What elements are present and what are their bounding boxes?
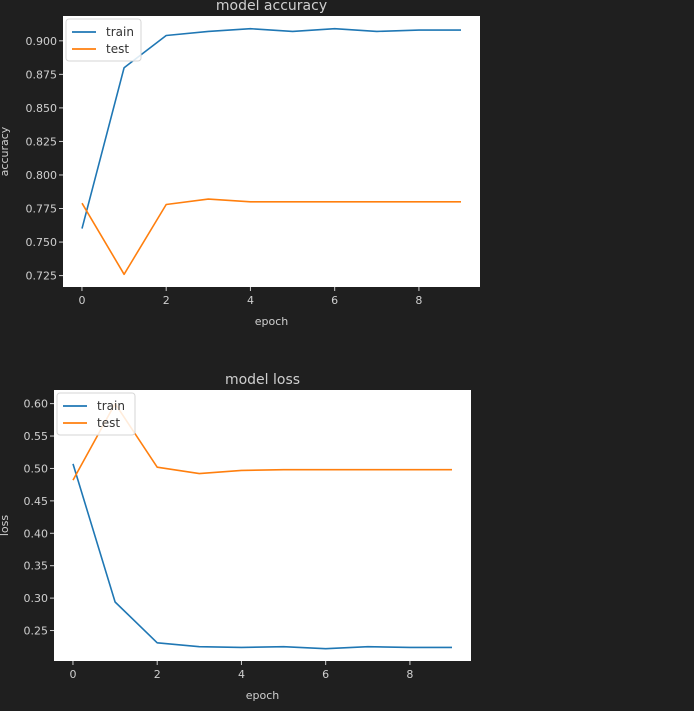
y-tick-label: 0.850 <box>26 102 58 115</box>
y-tick-label: 0.775 <box>26 203 58 216</box>
legend-box <box>56 392 136 436</box>
y-axis-label: loss <box>0 515 11 537</box>
x-tick-label: 4 <box>247 294 254 307</box>
y-axis-label: accuracy <box>0 126 11 176</box>
y-tick-label: 0.60 <box>24 398 49 411</box>
y-tick-label: 0.825 <box>26 135 58 148</box>
y-tick-label: 0.35 <box>24 560 49 573</box>
y-tick-label: 0.900 <box>26 35 58 48</box>
x-tick-label: 2 <box>163 294 170 307</box>
x-tick-label: 0 <box>69 668 76 681</box>
y-tick-label: 0.25 <box>24 625 49 638</box>
legend-label-test: test <box>97 416 120 430</box>
y-tick-label: 0.45 <box>24 495 49 508</box>
y-tick-label: 0.875 <box>26 68 58 81</box>
x-tick-label: 8 <box>406 668 413 681</box>
y-tick-label: 0.55 <box>24 430 49 443</box>
x-tick-label: 6 <box>331 294 338 307</box>
legend-label-train: train <box>97 399 125 413</box>
y-tick-label: 0.40 <box>24 527 49 540</box>
chart-title: model accuracy <box>216 0 327 14</box>
y-tick-label: 0.750 <box>26 236 58 249</box>
series-line-train <box>72 463 452 650</box>
y-tick-label: 0.50 <box>24 462 49 475</box>
series-line-test <box>72 402 452 481</box>
y-tick-label: 0.800 <box>26 169 58 182</box>
legend-label-test: test <box>106 42 129 56</box>
x-axis-label: epoch <box>246 689 280 702</box>
legend-label-train: train <box>106 25 134 39</box>
y-tick-label: 0.30 <box>24 592 49 605</box>
series-line-train <box>81 27 461 229</box>
x-tick-label: 2 <box>154 668 161 681</box>
chart-loss: model loss 0 2 4 6 8 0.25 0.30 0.35 0.40 0.45 0.50 0… <box>0 372 471 702</box>
x-tick-label: 0 <box>78 294 85 307</box>
x-tick-label: 4 <box>238 668 245 681</box>
legend: train test <box>56 392 136 436</box>
y-tick-label: 0.725 <box>26 270 58 283</box>
legend: train test <box>65 18 142 62</box>
series-line-test <box>81 198 461 276</box>
chart-title: model loss <box>225 372 300 388</box>
x-tick-label: 8 <box>415 294 422 307</box>
legend-box <box>65 18 142 62</box>
x-axis-label: epoch <box>255 315 289 328</box>
chart-accuracy: model accuracy 0 2 4 6 8 0.725 0.750 0.775 0.800 0… <box>0 0 480 328</box>
x-tick-label: 6 <box>322 668 329 681</box>
